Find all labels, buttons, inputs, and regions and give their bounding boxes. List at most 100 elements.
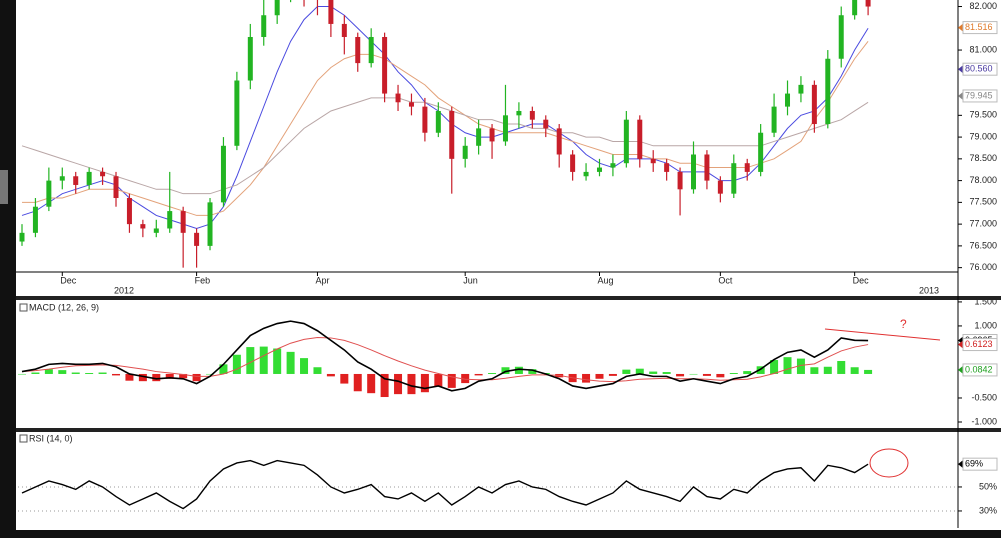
histogram-bar — [300, 358, 309, 374]
histogram-bar — [407, 373, 416, 395]
candle-body — [771, 106, 777, 133]
y-tick-label: 30% — [979, 505, 997, 515]
candle-body — [543, 119, 549, 129]
histogram-bar — [219, 364, 228, 374]
marker-box — [962, 21, 998, 35]
y-tick-label: 1.500 — [974, 296, 997, 306]
histogram-bar — [165, 373, 174, 379]
candle-body — [677, 171, 683, 190]
y-tick-label: 1.000 — [974, 320, 997, 330]
histogram-bar — [770, 360, 779, 374]
histogram-bar — [246, 347, 255, 374]
candle-body — [798, 84, 804, 94]
moving-average — [21, 6, 869, 230]
candle-body — [46, 180, 52, 207]
candle-body — [126, 198, 132, 225]
histogram-bar — [622, 369, 631, 374]
marker-arrow — [958, 365, 963, 374]
candle-body — [865, 0, 871, 7]
candle-body — [247, 36, 253, 81]
marker-box — [962, 457, 998, 471]
histogram-bar — [582, 373, 591, 383]
candle-body — [811, 84, 817, 125]
histogram-bar — [676, 373, 685, 377]
histogram-bar — [31, 372, 40, 374]
candle-body — [261, 15, 267, 37]
candle-body — [167, 211, 173, 229]
histogram-bar — [649, 371, 658, 374]
histogram-bar — [367, 373, 376, 394]
marker-box — [962, 89, 998, 103]
histogram-bar — [823, 366, 832, 374]
candle-body — [194, 232, 200, 246]
candle-body — [610, 163, 616, 168]
y-tick-label: 50% — [979, 481, 997, 491]
candle-body — [529, 110, 535, 120]
trend-annotation — [824, 328, 941, 341]
histogram-bar — [420, 373, 429, 393]
histogram-bar — [340, 373, 349, 384]
candle-body — [502, 115, 508, 142]
candle-body — [368, 36, 374, 64]
candle-body — [838, 15, 844, 59]
histogram-bar — [326, 373, 335, 377]
y-tick-label: 81.000 — [969, 44, 997, 54]
candle-body — [341, 23, 347, 37]
candle-body — [435, 110, 441, 133]
candle-body — [556, 128, 562, 155]
candle-body — [449, 110, 455, 159]
histogram-bar — [716, 373, 725, 378]
histogram-bar — [810, 367, 819, 374]
histogram-bar — [501, 367, 510, 374]
candle-body — [382, 36, 388, 94]
histogram-bar — [152, 373, 161, 382]
candle-body — [852, 0, 858, 16]
moving-average — [22, 41, 869, 216]
candle-body — [355, 36, 361, 64]
candle-body — [207, 202, 213, 246]
histogram-bar — [783, 357, 792, 374]
histogram-bar — [595, 373, 604, 379]
candle-body — [59, 176, 65, 181]
candle-body — [220, 145, 226, 203]
marker-arrow — [958, 23, 963, 32]
candle-body — [717, 180, 723, 194]
candle-body — [731, 163, 737, 194]
y-tick-label: -0.500 — [971, 392, 997, 402]
candle-body — [489, 128, 495, 142]
histogram-bar — [756, 366, 765, 374]
histogram-bar — [864, 369, 873, 374]
marker-arrow — [958, 340, 963, 349]
candle-body — [274, 0, 280, 16]
candle-body — [596, 167, 602, 172]
candle-body — [744, 163, 750, 172]
histogram-bar — [125, 373, 134, 381]
signal-line — [21, 336, 869, 383]
histogram-bar — [488, 373, 497, 374]
histogram-bar — [702, 373, 711, 376]
histogram-bar — [353, 373, 362, 392]
candle-body — [664, 163, 670, 172]
y-tick-label: 82.000 — [969, 1, 997, 11]
y-tick-label: 77.000 — [969, 219, 997, 229]
marker-label: 81.516 — [965, 22, 993, 32]
candle-body — [86, 171, 92, 185]
x-tick-label: Apr — [315, 275, 329, 285]
candle-body — [234, 80, 240, 146]
histogram-bar — [729, 373, 738, 374]
marker-arrow — [958, 65, 963, 74]
y-tick-label: 77.500 — [969, 197, 997, 207]
y-tick-label: 79.500 — [969, 110, 997, 120]
candle-body — [100, 171, 106, 177]
histogram-bar — [528, 369, 537, 374]
candle-body — [704, 154, 710, 181]
histogram-bar — [98, 372, 107, 374]
histogram-bar — [273, 348, 282, 374]
candle-body — [113, 176, 119, 199]
candle-body — [19, 232, 25, 242]
y-tick-label: 76.000 — [969, 262, 997, 272]
x-tick-label: Oct — [718, 275, 733, 285]
background — [16, 0, 1001, 530]
histogram-bar — [44, 369, 53, 374]
histogram-bar — [608, 373, 617, 376]
